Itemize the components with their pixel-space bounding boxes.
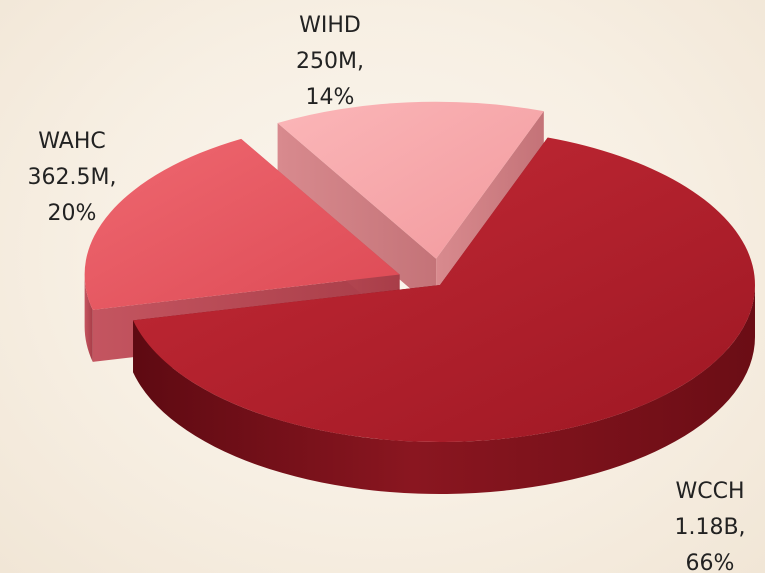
pie-slice-side bbox=[133, 285, 755, 494]
data-label-value: 250M, bbox=[296, 49, 364, 74]
pie-slice-top bbox=[84, 138, 400, 310]
pie-slice-cut-face bbox=[277, 123, 437, 311]
data-label-value: 362.5M, bbox=[28, 165, 117, 190]
data-label-wahc: WAHC 362.5M, 20% bbox=[28, 129, 117, 226]
data-label-wihd: WIHD 250M, 14% bbox=[296, 13, 364, 110]
pie-labels: WCCH 1.18B, 66% WAHC 362.5M, 20% WIHD 250M, 14% bbox=[28, 13, 746, 573]
data-label-wcch: WCCH 1.18B, 66% bbox=[674, 479, 745, 573]
data-label-percent: 66% bbox=[686, 551, 735, 573]
pie-slice-top bbox=[133, 137, 755, 443]
data-label-percent: 20% bbox=[48, 201, 97, 226]
pie-slice-side bbox=[84, 274, 93, 362]
pie-slices bbox=[84, 101, 755, 494]
data-label-percent: 14% bbox=[306, 85, 355, 110]
pie-slice-top bbox=[277, 101, 544, 259]
data-label-category: WAHC bbox=[38, 129, 106, 154]
data-label-category: WCCH bbox=[675, 479, 744, 504]
data-label-category: WIHD bbox=[299, 13, 361, 38]
data-label-value: 1.18B, bbox=[674, 515, 745, 540]
pie-slice-wcch bbox=[133, 137, 755, 494]
